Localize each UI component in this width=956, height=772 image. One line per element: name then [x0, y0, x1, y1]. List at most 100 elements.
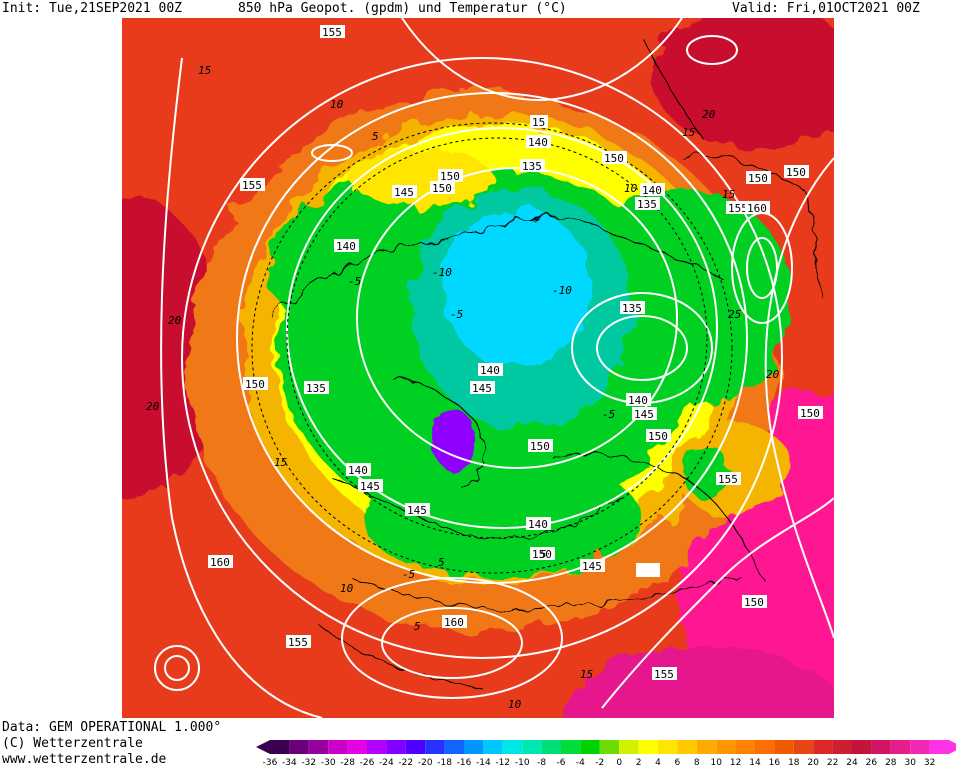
colorbar-tick-label: 28: [885, 758, 897, 768]
colorbar-tick-label: -32: [301, 758, 316, 768]
svg-text:145: 145: [472, 382, 492, 395]
colorbar-tick-label: -36: [263, 758, 278, 768]
geopotential-contours: [154, 18, 834, 718]
svg-text:150: 150: [532, 548, 552, 561]
geopotential-label: 155: [652, 667, 677, 681]
temperature-label: 5: [372, 130, 379, 143]
colorbar-swatch: [852, 740, 872, 754]
colorbar-tick-label: 16: [769, 758, 781, 768]
mild-patch-north: [352, 148, 492, 208]
svg-text:160: 160: [210, 556, 230, 569]
colorbar-swatch: [328, 740, 348, 754]
svg-text:155: 155: [242, 179, 262, 192]
init-time: Init: Tue,21SEP2021 00Z: [2, 1, 183, 16]
weather-map: 155 150 150 140 135 150 140 135 155 160 150 145 150 1…: [122, 18, 834, 718]
svg-text:150: 150: [432, 182, 452, 195]
colorbar-tick-label: -30: [321, 758, 336, 768]
colorbar-swatch: [386, 740, 406, 754]
colorbar-canvas: -36 -34 -32 -30 -28 -26 -24 -22 -20 -18 -16 -14 -12-…: [256, 740, 956, 768]
contour-line: [686, 35, 738, 65]
colorbar-swatch: [425, 740, 445, 754]
colorbar-swatch: [599, 740, 620, 754]
colorbar-tick-label: -26: [360, 758, 375, 768]
temperature-label: 5: [540, 548, 547, 561]
coastline: [681, 154, 823, 299]
map-title: 850 hPa Geopot. (gpdm) und Temperatur (°…: [238, 1, 567, 16]
geopotential-label: 150: [243, 377, 268, 391]
very-cold-core: [430, 408, 474, 468]
geopotential-label: 140: [526, 517, 551, 531]
svg-text:145: 145: [634, 408, 654, 421]
very-hot-region-south: [562, 648, 834, 718]
colorbar-tick-label: 0: [616, 758, 622, 768]
geopotential-label: 155: [726, 201, 751, 215]
geopotential-label: 150: [646, 429, 671, 443]
colorbar-tick-label: -4: [576, 758, 585, 768]
temperature-label: -5: [348, 275, 361, 288]
colorbar-tick-label: -16: [457, 758, 472, 768]
colorbar-tick-label: -10: [515, 758, 530, 768]
colorbar-swatch: [308, 740, 329, 754]
svg-text:145: 145: [407, 504, 427, 517]
svg-text:160: 160: [444, 616, 464, 629]
colorbar-swatch: [367, 740, 387, 754]
temperature-label: 5: [414, 620, 421, 633]
colorbar-swatch: [813, 740, 833, 754]
svg-text:150: 150: [748, 172, 768, 185]
colorbar-tick-label: 26: [866, 758, 878, 768]
colorbar-swatch: [444, 740, 464, 754]
svg-text:155: 155: [654, 668, 674, 681]
svg-text:150: 150: [786, 166, 806, 179]
contour-line: [401, 18, 683, 101]
colorbar-tick-label: 2: [636, 758, 642, 768]
svg-text:15: 15: [532, 116, 545, 129]
geopotential-label: 160: [442, 615, 467, 629]
colorbar-swatch: [871, 740, 891, 754]
colorbar-swatch: [910, 740, 930, 754]
temperature-labels: 15 10 5 -5 -10 -5 5 10 15 20 20 20 15 15 10 5 -5 5 10 15 20 2…: [146, 64, 780, 711]
geopotential-label: 150: [746, 171, 771, 185]
geopotential-label: 135: [635, 197, 660, 211]
colorbar-tick-label: -24: [379, 758, 394, 768]
geopotential-label: 150: [798, 406, 823, 420]
geopotential-label: 145: [632, 407, 657, 421]
deep-red-region-northeast: [652, 18, 834, 148]
geopotential-label: 150: [438, 169, 463, 183]
temperature-label: 15: [722, 188, 735, 201]
colorbar-tick-label: 4: [655, 758, 661, 768]
coastline: [391, 377, 484, 489]
colorbar-swatch: [832, 740, 852, 754]
svg-text:155: 155: [728, 202, 748, 215]
temperature-label: 20: [702, 108, 716, 121]
svg-text:160: 160: [747, 202, 767, 215]
geopotential-label: 155: [716, 472, 741, 486]
coastline: [321, 627, 483, 689]
svg-text:140: 140: [642, 184, 662, 197]
temperature-label: -5: [602, 408, 615, 421]
temperature-label: -10: [552, 284, 572, 297]
colorbar-tick-label: 30: [904, 758, 916, 768]
temperature-colorbar: -36 -34 -32 -30 -28 -26 -24 -22 -20 -18 -16 -14 -12-…: [256, 740, 956, 768]
geopotential-label: 150: [742, 595, 767, 609]
temperature-label: 10: [340, 582, 354, 595]
geopotential-label: 150: [530, 547, 555, 561]
contour-line: [356, 167, 678, 469]
colorbar-swatch: [483, 740, 503, 754]
geopotential-label: 150: [602, 151, 627, 165]
svg-text:150: 150: [744, 596, 764, 609]
temperature-label: 20: [168, 314, 182, 327]
svg-text:150: 150: [440, 170, 460, 183]
geopotential-label: 140: [334, 239, 359, 253]
colorbar-tick-label: 8: [694, 758, 700, 768]
geopotential-label: 135: [304, 381, 329, 395]
geopotential-label: 160: [208, 555, 233, 569]
svg-text:145: 145: [394, 186, 414, 199]
geopotential-label: 140: [478, 363, 503, 377]
colorbar-tick-label: -20: [418, 758, 433, 768]
svg-text:140: 140: [528, 518, 548, 531]
colorbar-tick-label: 20: [807, 758, 819, 768]
temperature-label: -5: [450, 308, 463, 321]
geopotential-label: 150: [528, 439, 553, 453]
